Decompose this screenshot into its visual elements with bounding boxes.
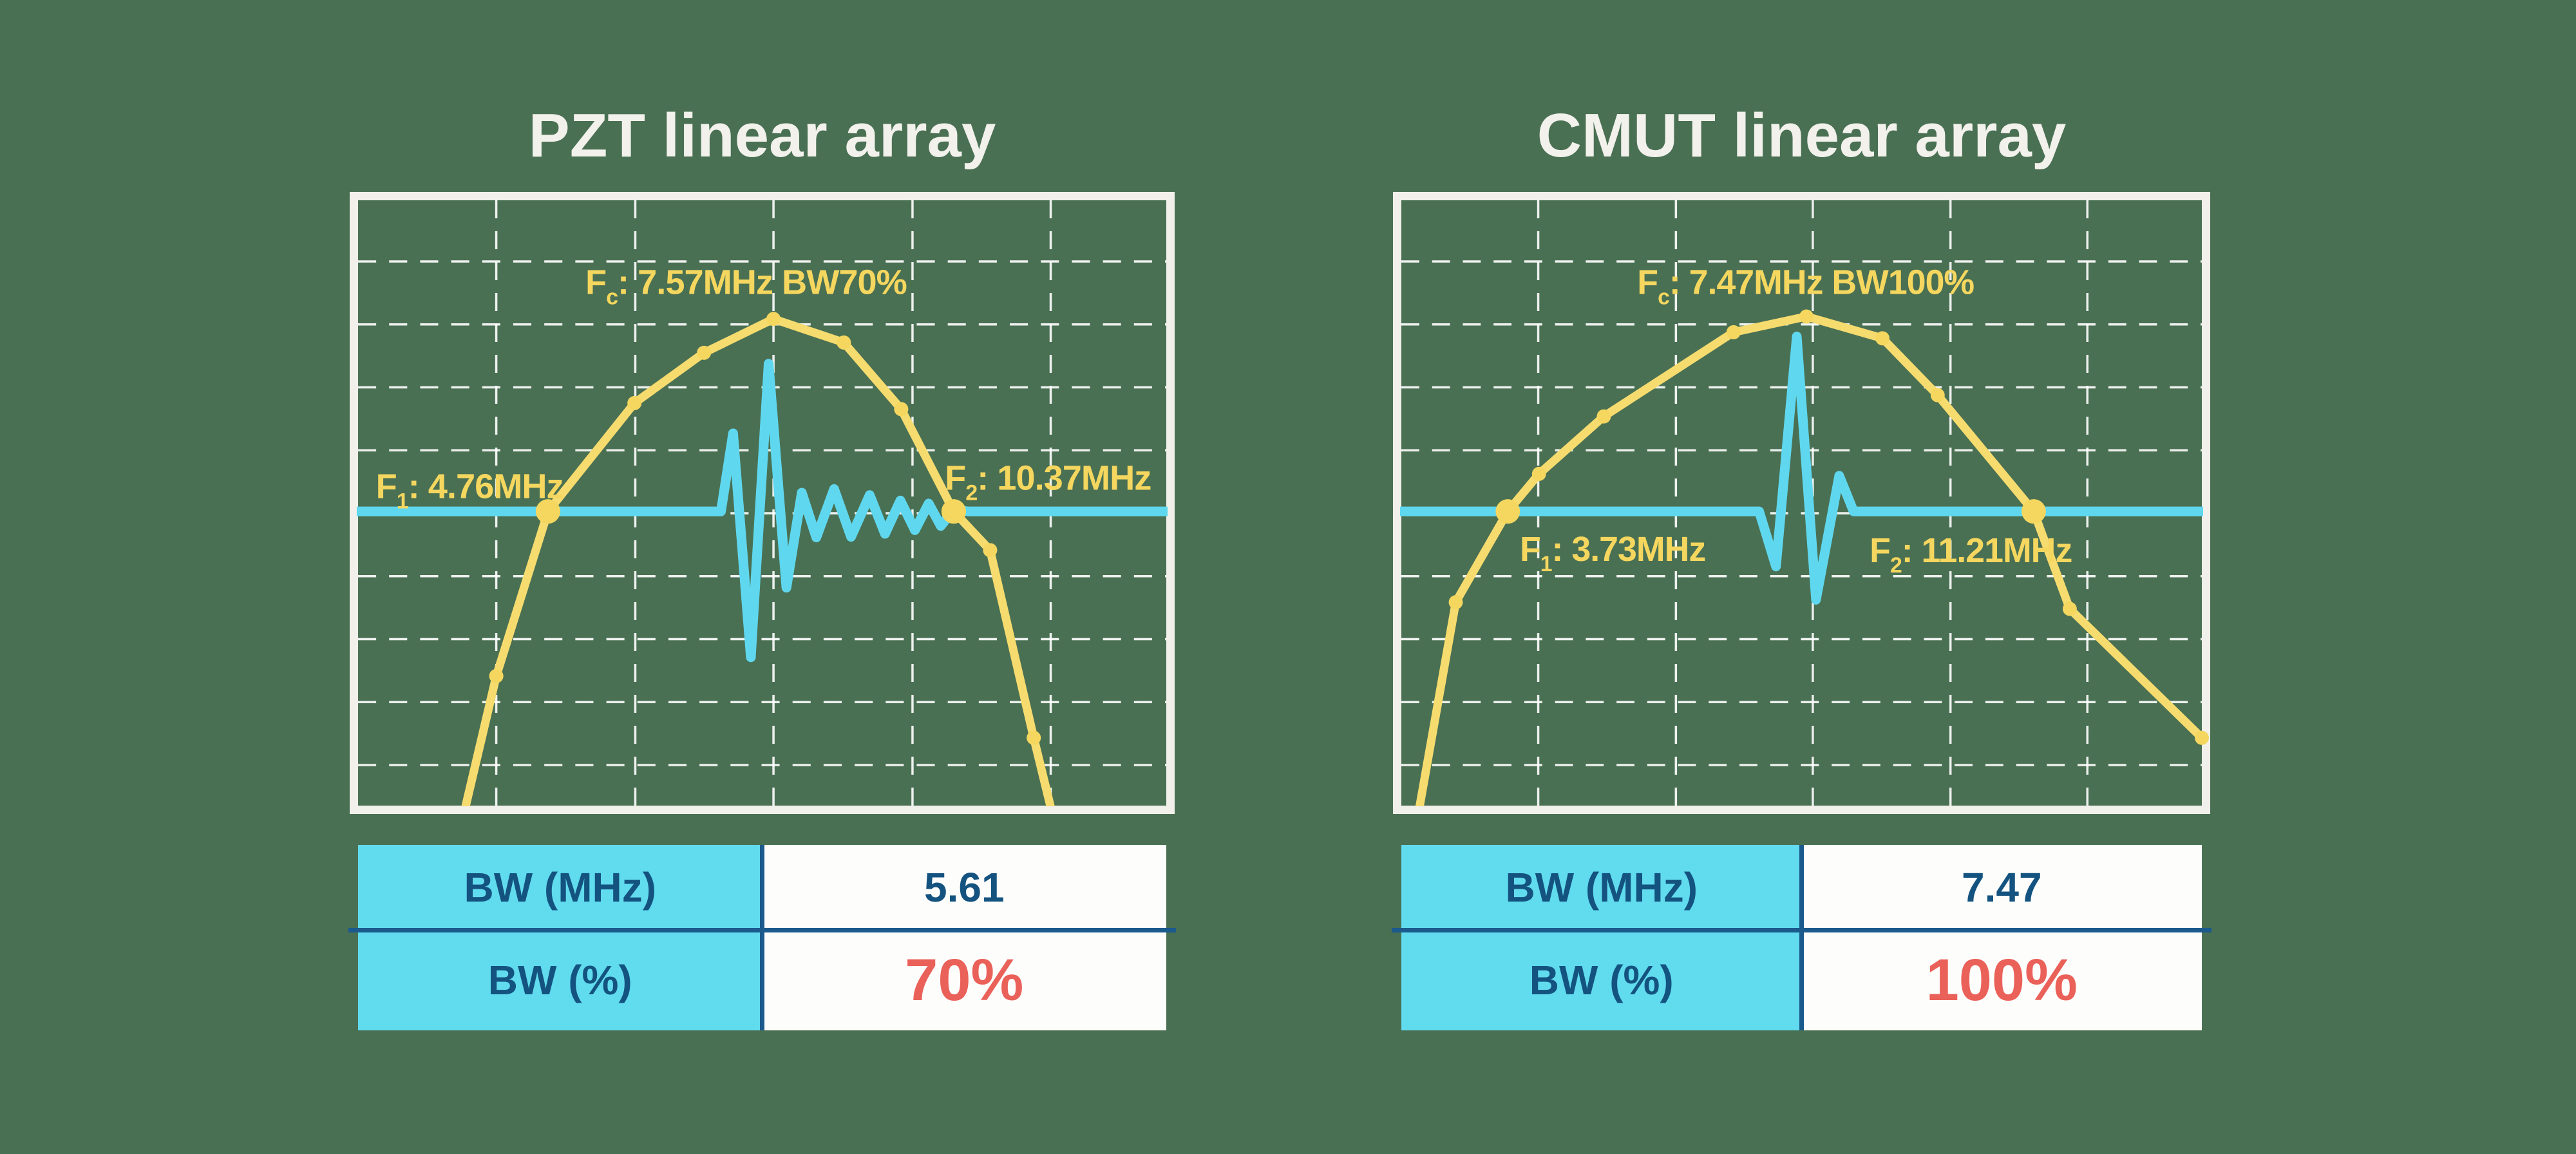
data-point-marker <box>1531 466 1546 481</box>
data-point-marker <box>894 402 909 417</box>
data-point-marker <box>2062 601 2077 616</box>
table-value-bw-pct: 70% <box>762 930 1166 1030</box>
data-point-marker <box>1726 325 1741 339</box>
data-point-marker <box>1930 388 1945 402</box>
spectrum-curve <box>461 314 1055 806</box>
data-point-marker <box>627 395 642 410</box>
spectrum-chart-pzt: Fc: 7.57MHz BW70% F1: 4.76MHz F2: 10.37MHz <box>356 200 1168 806</box>
panel-title-pzt: PZT linear array <box>528 101 996 170</box>
f1-label: F1: 4.76MHz <box>376 468 564 514</box>
fc-label: Fc: 7.47MHz BW100% <box>1637 263 1974 310</box>
data-point-markers <box>1448 309 2209 745</box>
spectrum-plot-frame: Fc: 7.57MHz BW70% F1: 4.76MHz F2: 10.37MHz <box>350 192 1175 814</box>
table-value-bw-pct: 100% <box>1801 930 2202 1030</box>
data-point-marker <box>1448 595 1463 610</box>
table-label-bw-pct: BW (%) <box>358 930 762 1030</box>
spectrum-plot-frame: Fc: 7.47MHz BW100% F1: 3.73MHz F2: 11.21MH… <box>1393 192 2210 814</box>
table-column-divider <box>759 845 764 1030</box>
table-label-bw-pct: BW (%) <box>1401 930 1802 1030</box>
table-column-divider <box>1799 845 1804 1030</box>
f1-label: F1: 3.73MHz <box>1520 530 1705 576</box>
data-point-marker <box>1596 409 1611 424</box>
data-point-marker <box>1875 331 1889 346</box>
bandwidth-edge-marker <box>535 499 561 524</box>
table-label-bw-mhz: BW (MHz) <box>358 845 762 930</box>
panel-pzt: PZT linear array Fc: 7.57MHz BW70% F1: 4.… <box>348 0 1176 1154</box>
table-row: BW (%) 100% <box>1401 930 2202 1030</box>
bw-table-pzt: BW (MHz) 5.61 BW (%) 70% <box>348 845 1176 1030</box>
grid-lines <box>1401 200 2202 806</box>
bw-table-cmut: BW (MHz) 7.47 BW (%) 100% <box>1392 845 2211 1030</box>
f2-label: F2: 10.37MHz <box>945 459 1151 505</box>
pulse-waveform <box>356 359 1168 663</box>
data-point-marker <box>983 543 998 558</box>
table-row: BW (MHz) 7.47 <box>1401 845 2202 930</box>
table-row-divider <box>1392 928 2211 932</box>
panel-title-cmut: CMUT linear array <box>1537 101 2067 170</box>
bandwidth-edge-marker <box>1495 499 1520 524</box>
bandwidth-edge-marker <box>941 499 967 524</box>
pulse-waveform <box>1400 332 2203 605</box>
table-row: BW (MHz) 5.61 <box>358 845 1166 930</box>
table-value-bw-mhz: 7.47 <box>1801 845 2202 930</box>
spectrum-chart-cmut: Fc: 7.47MHz BW100% F1: 3.73MHz F2: 11.21MH… <box>1400 200 2209 806</box>
table-label-bw-mhz: BW (MHz) <box>1401 845 1802 930</box>
data-point-marker <box>2195 730 2209 745</box>
data-point-marker <box>489 668 504 683</box>
table-row: BW (%) 70% <box>358 930 1166 1030</box>
data-point-marker <box>1799 309 1814 324</box>
f2-label: F2: 11.21MHz <box>1870 531 2072 578</box>
data-point-marker <box>1027 730 1041 745</box>
data-point-marker <box>837 335 851 350</box>
table-value-bw-mhz: 5.61 <box>762 845 1166 930</box>
data-point-markers <box>489 312 1041 745</box>
fc-label: Fc: 7.57MHz BW70% <box>585 263 907 310</box>
bandwidth-edge-marker <box>2022 499 2046 524</box>
grid-lines <box>358 200 1166 806</box>
data-point-marker <box>766 312 781 326</box>
data-point-marker <box>697 345 712 360</box>
panel-cmut: CMUT linear array Fc: 7.47MHz BW100% F1: … <box>1392 0 2211 1154</box>
spectrum-curve <box>1415 312 2203 806</box>
table-row-divider <box>348 928 1176 932</box>
